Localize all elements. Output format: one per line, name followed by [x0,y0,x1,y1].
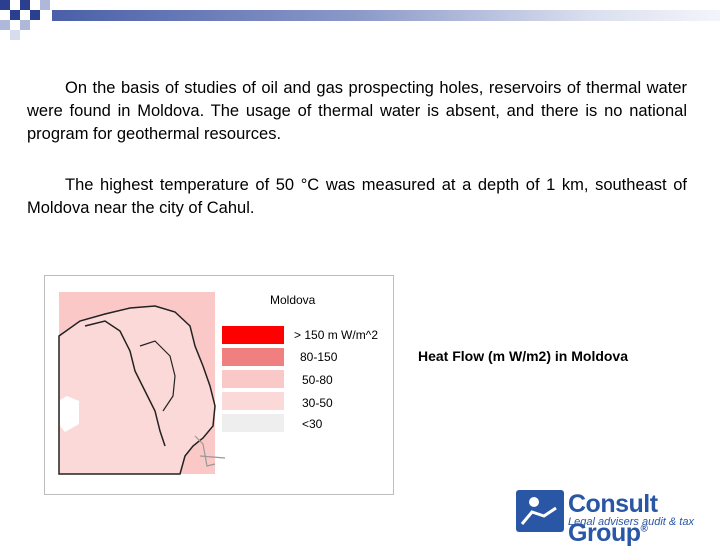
legend-swatch-lt30 [222,414,284,432]
legend-swatch-high [222,326,284,344]
paragraph-2-text: The highest temperature of 50 °C was mea… [27,176,687,217]
logo-name: Consult Group® [568,490,658,547]
map-white-patch [60,396,79,432]
decorative-checker [0,0,60,40]
map-caption: Heat Flow (m W/m2) in Moldova [418,348,629,364]
map-title: Moldova [270,293,316,307]
legend-label-lt30: <30 [302,417,323,431]
header-gradient-bar [52,10,720,21]
consult-group-logo [516,490,564,532]
region-border-line [84,320,166,447]
legend-label-30-50: 30-50 [302,396,333,410]
legend-swatch-30-50 [222,392,284,410]
region-border-line [139,340,176,412]
logo-tagline: Legal advisers audit & tax [568,516,694,528]
heat-flow-map-frame [44,275,394,495]
legend-label-high: > 150 m W/m^2 [294,328,378,342]
paragraph-1-text: On the basis of studies of oil and gas p… [27,79,687,143]
legend-label-80-150: 80-150 [300,350,338,364]
legend-label-50-80: 50-80 [302,373,333,387]
moldova-outline [58,305,216,475]
legend-swatch-80-150 [222,348,284,366]
logo-mark-icon [516,490,564,532]
paragraph-thermal-water: On the basis of studies of oil and gas p… [27,77,687,146]
moldova-map [58,292,226,475]
map-coast-line [194,435,226,467]
paragraph-highest-temperature: The highest temperature of 50 °C was mea… [27,174,687,220]
legend-swatch-50-80 [222,370,284,388]
